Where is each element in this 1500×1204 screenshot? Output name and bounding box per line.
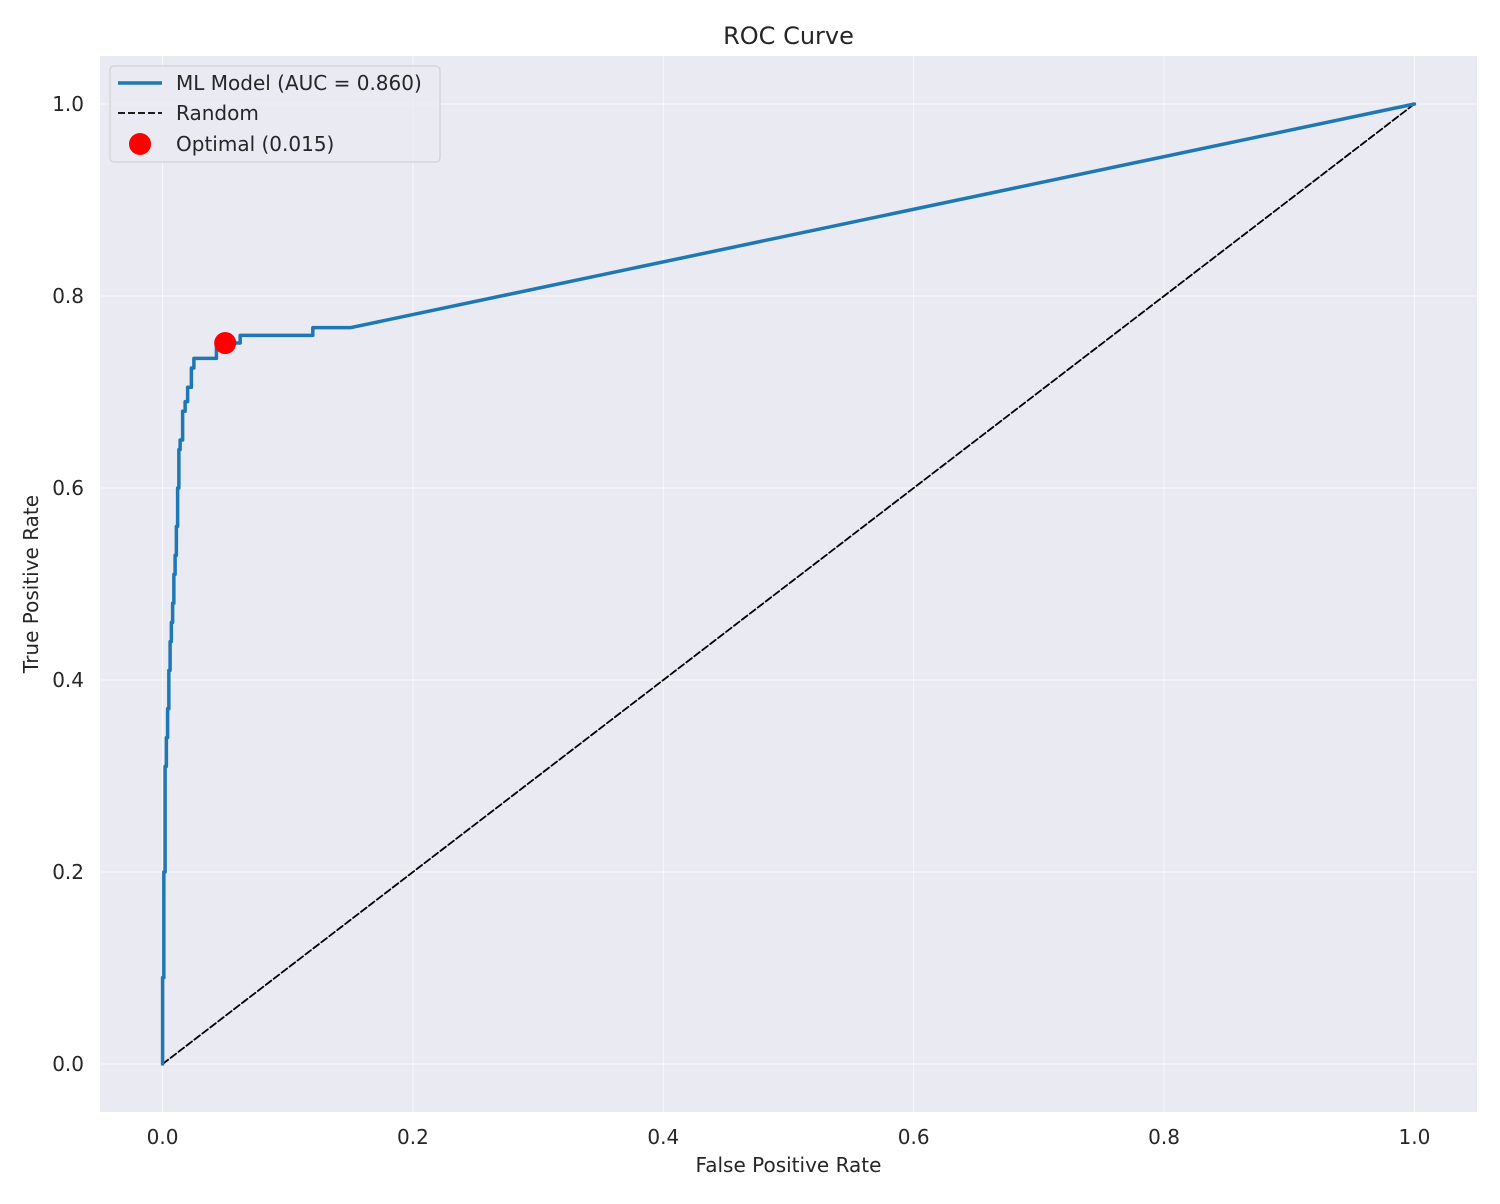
y-tick-label: 0.8 (52, 284, 84, 308)
x-tick-label: 0.0 (147, 1125, 179, 1149)
legend: ML Model (AUC = 0.860) Random Optimal (0… (109, 65, 441, 163)
chart-title: ROC Curve (723, 22, 854, 50)
legend-model-label: ML Model (AUC = 0.860) (176, 71, 422, 95)
legend-box (109, 65, 441, 163)
y-tick-label: 1.0 (52, 92, 84, 116)
y-axis-label: True Positive Rate (19, 495, 43, 674)
y-tick-label: 0.6 (52, 476, 84, 500)
optimal-threshold-point (214, 332, 237, 355)
x-axis-label: False Positive Rate (696, 1153, 882, 1177)
series-layer (160, 102, 1417, 1066)
random-baseline-line (161, 103, 1416, 1065)
x-tick-label: 0.6 (898, 1125, 930, 1149)
legend-optimal-label: Optimal (0.015) (176, 132, 334, 156)
y-tick-label: 0.0 (52, 1052, 84, 1076)
y-axis-ticks: 0.0 0.2 0.4 0.6 0.8 1.0 (52, 92, 84, 1076)
y-tick-label: 0.4 (52, 668, 84, 692)
x-tick-label: 1.0 (1399, 1125, 1431, 1149)
y-tick-label: 0.2 (52, 860, 84, 884)
x-tick-label: 0.4 (647, 1125, 679, 1149)
x-tick-label: 0.8 (1148, 1125, 1180, 1149)
grid-lines (100, 56, 1477, 1112)
x-tick-label: 0.2 (397, 1125, 429, 1149)
x-axis-ticks: 0.0 0.2 0.4 0.6 0.8 1.0 (147, 1125, 1431, 1149)
legend-random-label: Random (176, 101, 259, 125)
legend-optimal-swatch (129, 133, 151, 155)
